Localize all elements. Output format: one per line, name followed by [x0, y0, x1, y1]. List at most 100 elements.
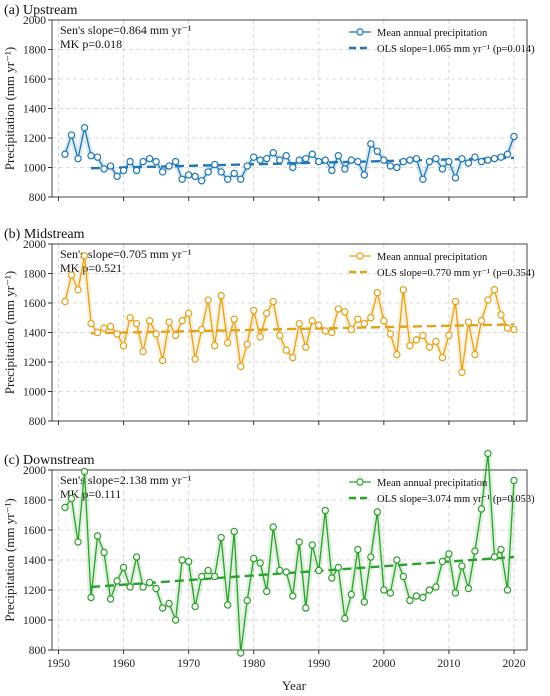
data-point	[484, 449, 492, 458]
stat-annotation: Sen's slope=0.864 mm yr⁻¹	[60, 23, 192, 37]
data-point	[458, 154, 466, 163]
data-point	[510, 476, 518, 485]
data-point	[113, 172, 121, 181]
data-point	[510, 132, 518, 141]
y-tick-label: 2000	[23, 15, 46, 27]
data-point	[165, 599, 173, 608]
data-point	[100, 548, 108, 557]
data-point	[425, 343, 434, 351]
y-tick-label: 1400	[23, 328, 46, 340]
data-point	[132, 166, 141, 175]
data-point	[197, 325, 206, 334]
data-point	[289, 353, 297, 362]
data-point	[269, 523, 277, 531]
data-point	[243, 596, 251, 605]
data-point	[477, 157, 486, 166]
data-point	[230, 527, 238, 536]
data-point	[354, 315, 362, 323]
data-point	[295, 156, 303, 164]
data-point	[464, 584, 473, 593]
data-point	[412, 154, 421, 163]
data-point	[61, 150, 69, 158]
data-point	[321, 327, 329, 335]
data-point	[334, 305, 343, 313]
data-point	[80, 252, 89, 260]
data-point	[184, 309, 193, 318]
data-point	[243, 340, 251, 348]
x-tick-label: 2000	[372, 658, 395, 670]
data-point	[250, 306, 258, 315]
data-point	[139, 583, 147, 591]
y-tick-label: 800	[29, 416, 47, 428]
data-point	[373, 508, 382, 516]
data-point	[386, 330, 395, 338]
stat-annotation: Sen's slope=0.705 mm yr⁻¹	[60, 247, 192, 261]
data-point	[119, 166, 128, 175]
data-point	[282, 568, 290, 576]
data-point	[67, 131, 76, 139]
data-point	[477, 317, 486, 325]
y-tick-label: 1000	[23, 615, 46, 627]
y-tick-label: 1600	[23, 525, 46, 537]
data-point	[126, 314, 134, 322]
data-point	[197, 177, 206, 185]
stat-annotation: MK p=0.521	[60, 261, 122, 275]
data-point	[302, 343, 310, 351]
data-point	[61, 297, 69, 306]
data-point	[289, 592, 297, 600]
data-point	[165, 162, 173, 170]
data-point	[497, 545, 505, 554]
series-line	[64, 255, 515, 373]
data-point	[106, 162, 115, 170]
data-point	[451, 297, 460, 306]
data-point	[282, 151, 290, 160]
data-point	[406, 596, 414, 605]
trend-line	[91, 156, 515, 170]
data-point	[477, 505, 486, 513]
legend-swatch-marker	[356, 478, 364, 486]
data-point	[230, 315, 238, 323]
legend-swatch-marker	[356, 252, 364, 260]
data-point	[158, 604, 167, 612]
data-point	[393, 163, 401, 172]
data-point	[315, 321, 323, 329]
y-tick-label: 1800	[23, 269, 46, 281]
data-point	[217, 168, 225, 176]
data-point	[87, 593, 95, 602]
x-tick-label: 1950	[47, 658, 70, 670]
data-point	[210, 342, 219, 350]
data-point	[367, 553, 375, 561]
y-axis-title: Precipitation (mm yr⁻¹)	[2, 47, 17, 170]
chart-panel-1: 800 1000 1200 1400 1600 1800 2000 Precipitation…	[2, 3, 535, 204]
data-point	[210, 160, 219, 169]
data-point	[100, 165, 108, 173]
data-point	[100, 324, 108, 332]
legend-label: Mean annual precipitation	[377, 478, 488, 489]
data-point	[328, 166, 336, 175]
data-point	[263, 309, 271, 318]
data-point	[217, 291, 225, 300]
data-point	[341, 165, 349, 173]
data-point	[158, 356, 167, 365]
data-point	[87, 151, 95, 160]
data-point	[106, 595, 115, 603]
y-tick-label: 1600	[23, 74, 46, 86]
data-point	[119, 563, 128, 572]
chart-panel-3: 800 1000 1200 1400 1600 1800 2000 1950 1960 1970 1…	[2, 449, 535, 670]
data-point	[425, 586, 434, 594]
data-point	[360, 171, 369, 179]
panel-title: (b) Midstream	[4, 227, 85, 242]
data-point	[250, 554, 258, 563]
data-point	[399, 157, 408, 166]
data-point	[497, 311, 505, 319]
data-point	[315, 157, 323, 166]
data-point	[256, 156, 264, 164]
data-point	[191, 602, 199, 611]
y-tick-label: 1000	[23, 387, 46, 399]
data-point	[471, 547, 479, 555]
data-point	[308, 541, 316, 549]
data-point	[93, 153, 102, 161]
data-point	[152, 330, 160, 338]
data-point	[432, 154, 440, 163]
legend-label: Mean annual precipitation	[377, 252, 488, 263]
